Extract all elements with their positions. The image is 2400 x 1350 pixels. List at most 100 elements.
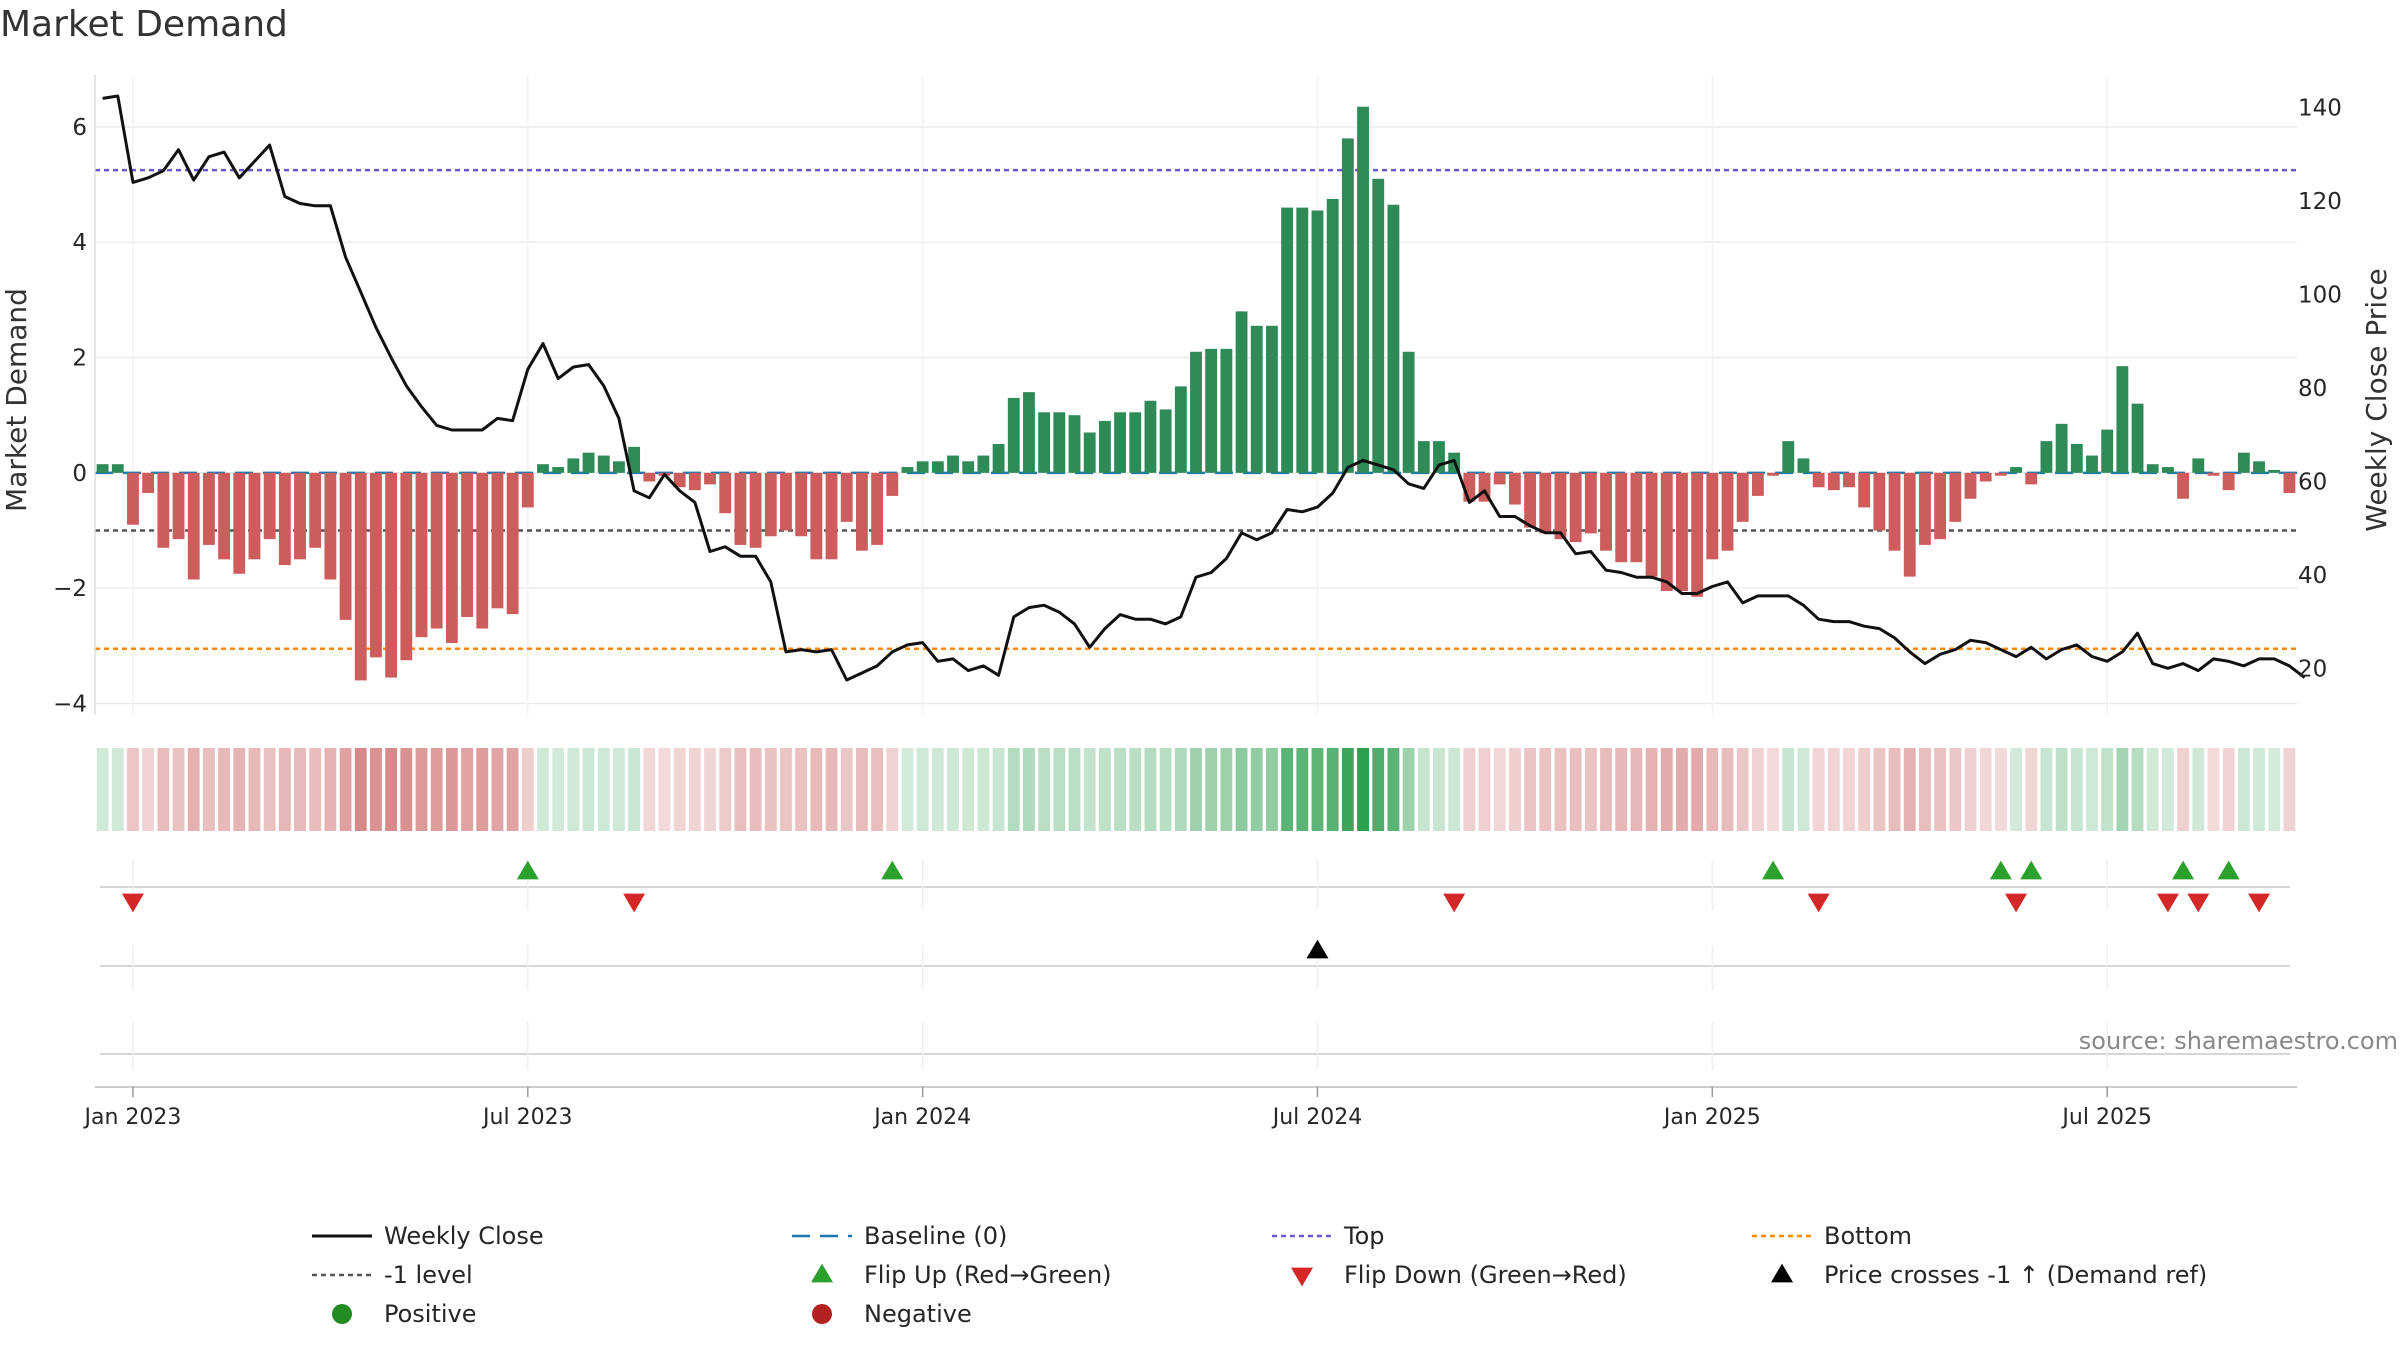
heat-cell: [339, 748, 352, 831]
heat-cell: [597, 748, 610, 831]
legend-label: Weekly Close: [384, 1222, 544, 1250]
demand-bar: [1068, 415, 1081, 473]
demand-bar: [1174, 386, 1187, 473]
demand-bar: [1098, 420, 1111, 473]
x-tick-label: Jan 2023: [83, 1105, 182, 1130]
demand-bar: [628, 446, 641, 473]
heat-cell: [1858, 748, 1871, 831]
demand-bar: [1296, 207, 1309, 473]
demand-bar: [2192, 458, 2205, 473]
x-tick-label: Jul 2025: [2060, 1105, 2152, 1130]
heat-cell: [2237, 748, 2250, 831]
y-tick-label-right: 40: [2298, 563, 2327, 589]
heat-cell: [1478, 748, 1491, 831]
demand-bar: [354, 472, 367, 681]
heat-cell: [294, 748, 306, 831]
demand-bar: [1023, 392, 1035, 473]
heat-cell: [1827, 748, 1840, 831]
heat-cell: [2222, 748, 2235, 831]
heat-cell: [1812, 748, 1825, 831]
heat-cell: [1266, 748, 1278, 831]
demand-bar: [1144, 400, 1157, 473]
heat-cell: [1660, 748, 1673, 831]
demand-bar: [1220, 348, 1233, 473]
demand-bar: [1524, 472, 1537, 528]
demand-bar: [202, 472, 215, 545]
flip-down-marker: [2248, 893, 2271, 913]
heat-cell: [1417, 748, 1430, 831]
heat-cell: [1326, 748, 1339, 831]
demand-bar: [263, 472, 276, 540]
heat-cell: [734, 748, 747, 831]
heat-cell: [1706, 748, 1719, 831]
heat-cell: [1174, 748, 1187, 831]
legend-item-flipdown: Flip Down (Green→Red): [1291, 1261, 1627, 1289]
y-tick-label-right: 20: [2298, 656, 2327, 682]
demand-bar: [96, 464, 109, 473]
legend-item-baseline: Baseline (0): [792, 1222, 1007, 1250]
demand-bar: [2283, 472, 2296, 494]
demand-bar: [1706, 472, 1719, 560]
heat-cell: [187, 748, 200, 831]
heat-cell: [2283, 748, 2296, 831]
demand-bar: [1539, 472, 1552, 534]
legend-swatch-cross: [1771, 1263, 1793, 1283]
heat-cell: [1994, 748, 2007, 831]
x-tick-label: Jan 2024: [872, 1105, 971, 1130]
heat-cell: [2116, 748, 2129, 831]
source-note: source: sharemaestro.com: [2079, 1027, 2398, 1055]
heat-cell: [354, 748, 367, 831]
heat-cell: [1903, 748, 1916, 831]
demand-bar: [1888, 472, 1901, 551]
demand-bar: [157, 472, 170, 548]
demand-bar: [962, 461, 975, 473]
demand-bar: [1372, 178, 1385, 473]
y-tick-label-left: 0: [72, 461, 87, 487]
demand-bar: [1387, 204, 1400, 473]
heat-cell: [855, 748, 868, 831]
legend-label: Positive: [384, 1300, 477, 1328]
heat-cell: [1691, 748, 1704, 831]
x-tick-label: Jul 2024: [1271, 1105, 1363, 1130]
y-axis-label-right: Weekly Close Price: [2360, 268, 2393, 531]
demand-bar: [187, 472, 200, 580]
demand-bar: [445, 472, 458, 643]
heat-cell: [400, 748, 413, 831]
demand-bar: [1903, 472, 1916, 577]
heat-cell: [2192, 748, 2205, 831]
demand-bar: [2253, 461, 2265, 473]
demand-bar: [2222, 472, 2235, 491]
demand-bar: [1660, 472, 1673, 592]
heat-cell: [1524, 748, 1537, 831]
heat-cell: [1493, 748, 1506, 831]
x-tick-label: Jan 2025: [1662, 1105, 1761, 1130]
heat-cell: [810, 748, 823, 831]
demand-bar: [2207, 472, 2220, 476]
demand-bar: [704, 472, 716, 485]
demand-bar: [1873, 472, 1886, 531]
demand-bar: [2055, 423, 2068, 473]
heat-cell: [931, 748, 944, 831]
demand-bar: [1630, 472, 1643, 563]
demand-bar: [840, 472, 853, 522]
legend-swatch-flipdown: [1291, 1267, 1313, 1287]
flip-down-marker: [2156, 893, 2179, 913]
weekly-close-line: [102, 94, 2306, 682]
demand-bar: [1114, 412, 1126, 473]
demand-bar: [476, 472, 489, 629]
heat-cell: [962, 748, 975, 831]
demand-bar: [1007, 397, 1020, 473]
heat-cell: [1235, 748, 1248, 831]
flip-down-marker: [2187, 893, 2210, 913]
demand-bar: [1205, 348, 1218, 473]
heat-cell: [491, 748, 504, 831]
heat-cell: [1949, 748, 1962, 831]
flip-down-marker: [1807, 893, 1830, 913]
demand-bar: [567, 458, 580, 473]
heat-cell: [1600, 748, 1612, 831]
heat-cell: [764, 748, 777, 831]
legend-label: Flip Up (Red→Green): [864, 1261, 1112, 1289]
demand-bar: [1767, 472, 1779, 476]
heat-cell: [567, 748, 580, 831]
